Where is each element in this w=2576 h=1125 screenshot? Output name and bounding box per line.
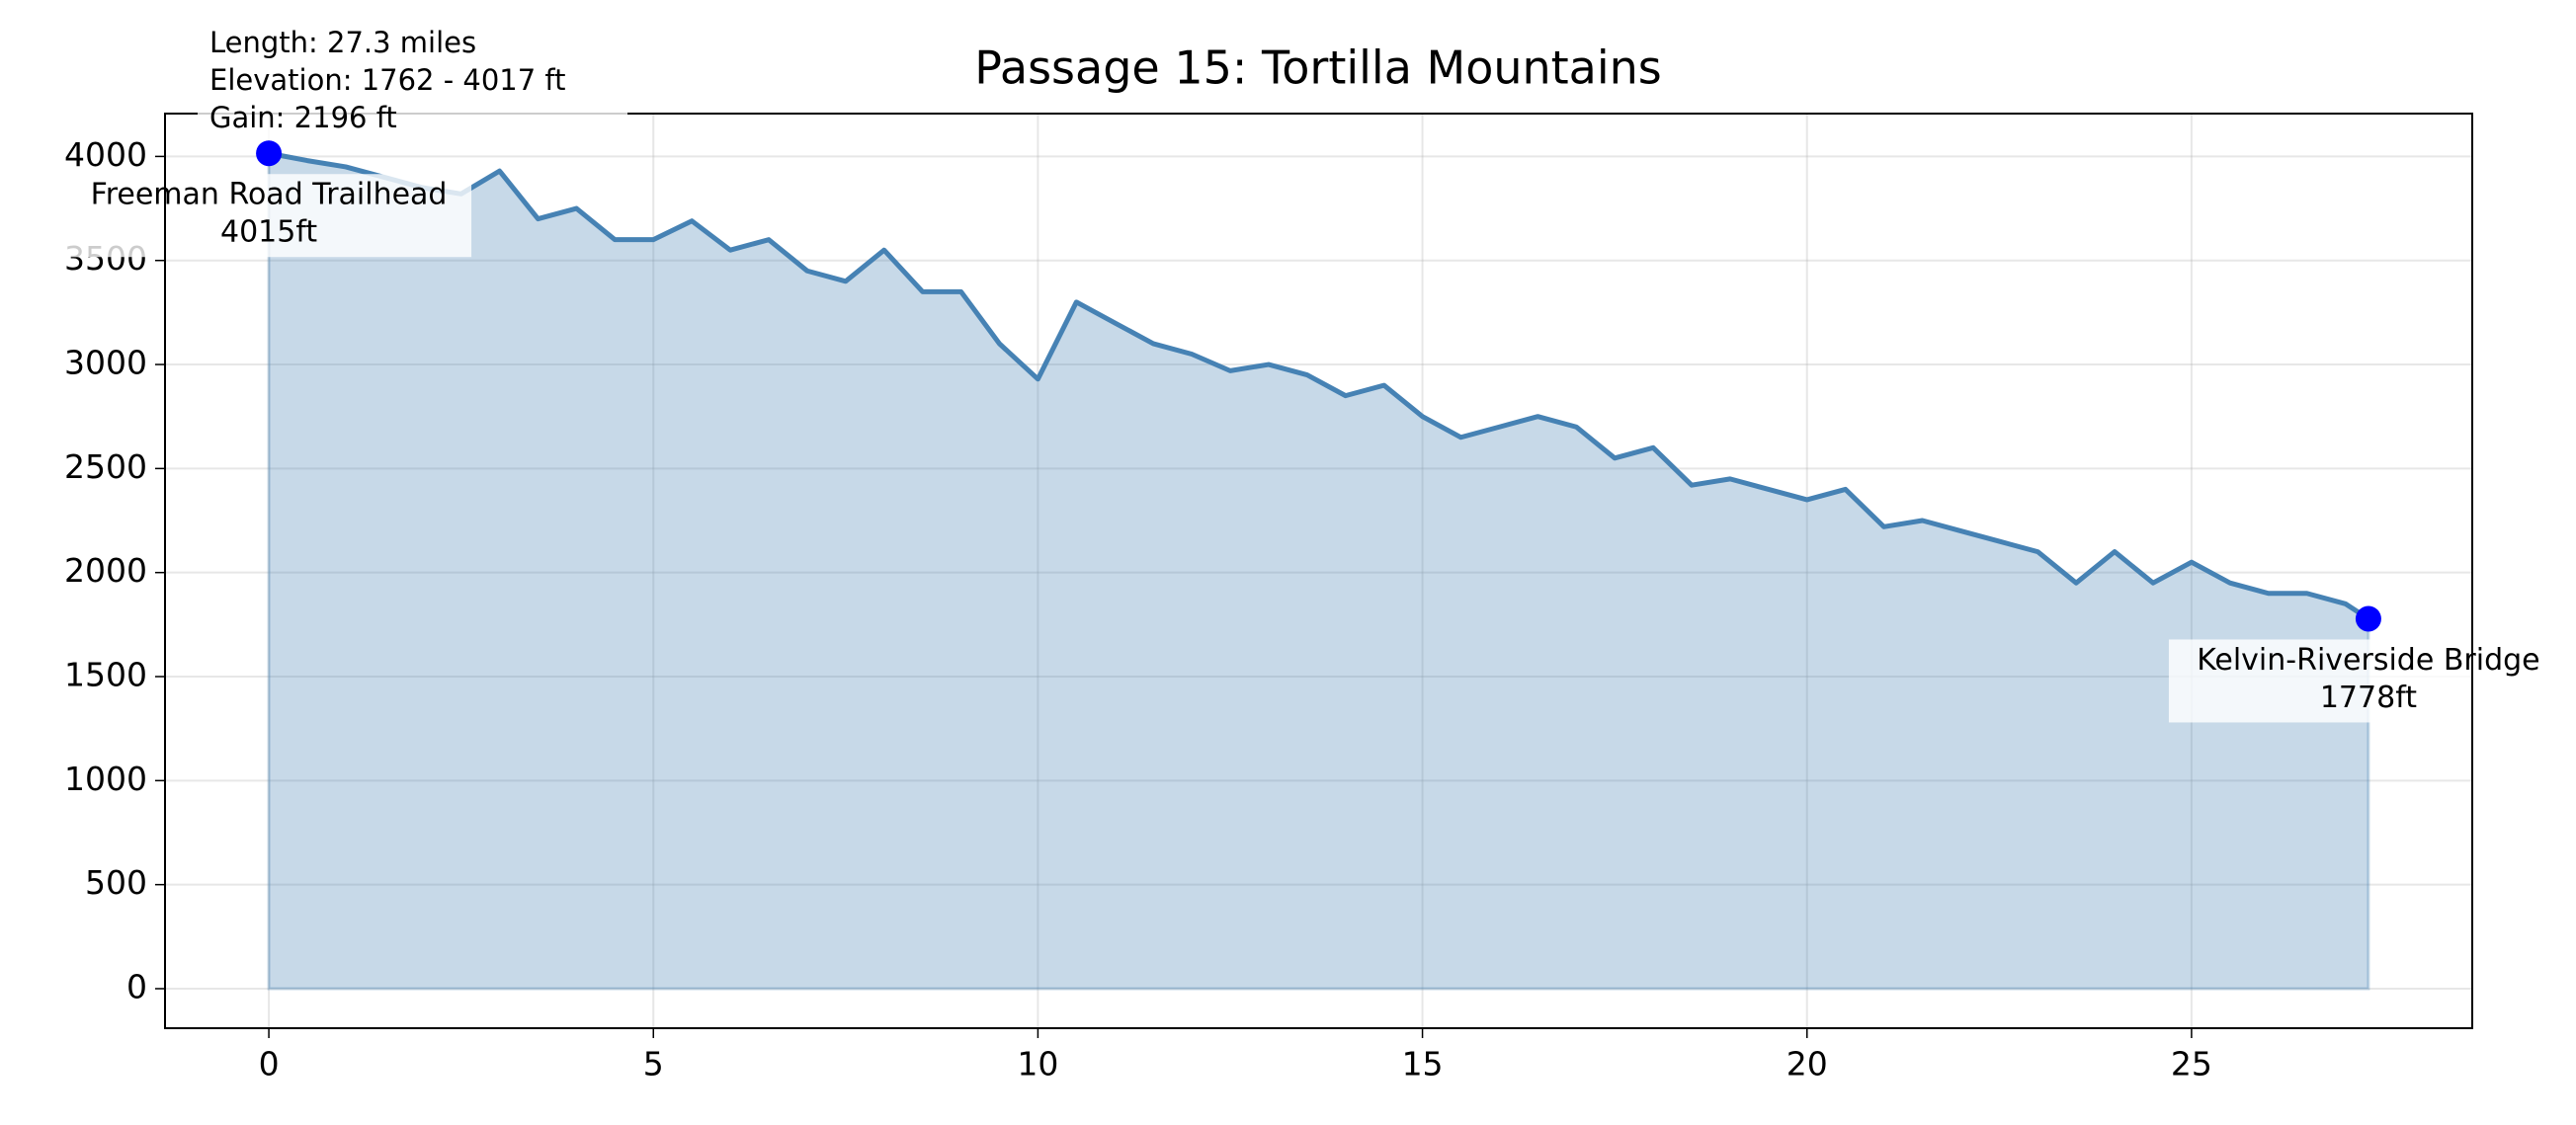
annotation-box [2168, 639, 2473, 723]
x-tick-label: 10 [1017, 1045, 1058, 1084]
annotation-value: 4015ft [220, 215, 317, 250]
y-tick-label: 1500 [64, 656, 147, 694]
y-tick-label: 500 [85, 863, 147, 902]
annotation-value: 1778ft [2320, 681, 2417, 715]
annotation-name: Kelvin-Riverside Bridge [2197, 643, 2539, 678]
x-tick-label: 20 [1787, 1045, 1828, 1084]
info-line: Length: 27.3 miles [209, 26, 476, 59]
x-tick-label: 0 [259, 1045, 280, 1084]
chart-title: Passage 15: Tortilla Mountains [974, 41, 1662, 95]
y-tick-label: 2500 [64, 447, 147, 486]
annotation-box [66, 174, 472, 258]
annotation-name: Freeman Road Trailhead [91, 178, 448, 212]
elevation-line [268, 150, 2370, 621]
plot-frame [164, 113, 2473, 1029]
y-tick-label: 1000 [64, 760, 147, 798]
x-tick-label: 25 [2171, 1045, 2212, 1084]
x-tick-label: 5 [643, 1045, 664, 1084]
area-fill [267, 151, 2370, 991]
y-tick-label: 2000 [64, 551, 147, 590]
endpoint-marker [256, 140, 283, 167]
info-box [198, 22, 627, 140]
info-line: Elevation: 1762 - 4017 ft [209, 63, 566, 97]
y-tick-label: 4000 [64, 135, 147, 174]
y-tick-label: 3000 [64, 344, 147, 382]
info-line: Gain: 2196 ft [209, 101, 397, 134]
x-tick-label: 15 [1402, 1045, 1444, 1084]
y-tick-label: 0 [126, 967, 147, 1005]
endpoint-marker [2355, 605, 2381, 632]
